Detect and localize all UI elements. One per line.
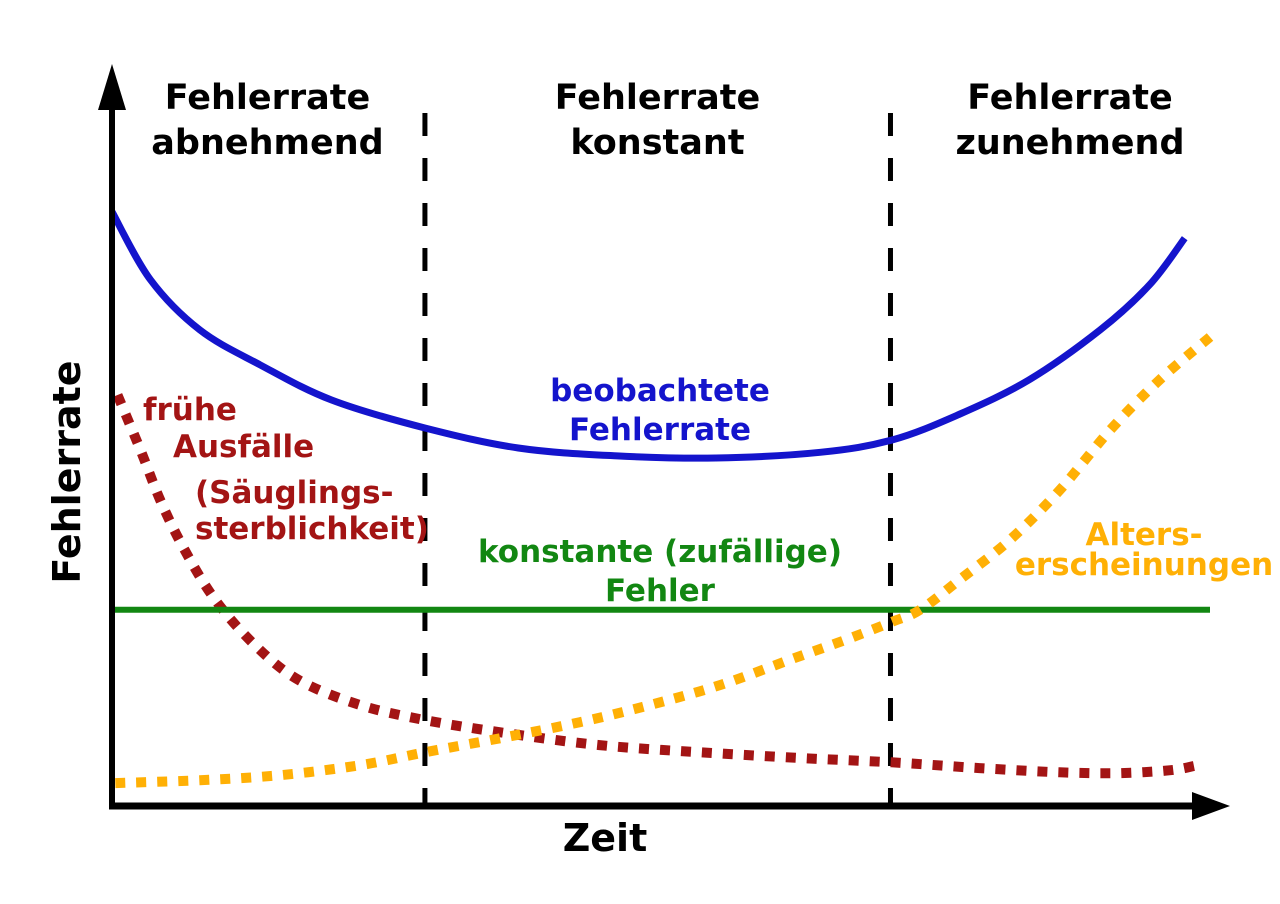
- aging-effects-label: Alters- erscheinungen: [1014, 517, 1274, 583]
- series-path-2: [112, 393, 1196, 779]
- label-line: Ausfälle: [173, 429, 315, 465]
- phase-header-line: Fehlerrate: [164, 78, 371, 118]
- label-line: sterblichkeit): [195, 511, 429, 547]
- x-axis-arrowhead-icon: [1192, 792, 1230, 820]
- phase-header-line: zunehmend: [955, 123, 1185, 163]
- label-line: frühe: [143, 392, 237, 428]
- label-line: Fehler: [605, 573, 715, 609]
- label-line: beobachtete: [550, 373, 770, 409]
- constant-random-failures-label: konstante (zufällige) Fehler: [460, 533, 860, 611]
- phase-header-line: Fehlerrate: [967, 78, 1173, 118]
- series-path-4: [115, 333, 1214, 789]
- phase-header-line: konstant: [570, 123, 745, 163]
- y-axis-label: Fehlerrate: [45, 360, 89, 584]
- label-line: erscheinungen: [1014, 547, 1274, 583]
- observed-failure-rate-label: beobachtete Fehlerrate: [510, 372, 810, 450]
- series-path-1: [108, 209, 1188, 462]
- infant-mortality-label: (Säuglings- sterblichkeit): [195, 475, 429, 547]
- label-line: (Säuglings-: [195, 475, 394, 511]
- phase-header-line: Fehlerrate: [554, 78, 761, 118]
- label-line: Alters-: [1085, 517, 1203, 553]
- axes: [98, 64, 1230, 820]
- x-axis-label: Zeit: [562, 816, 648, 860]
- phase-header-decreasing: Fehlerrate abnehmend: [115, 76, 420, 166]
- label-line: konstante (zufällige): [478, 534, 842, 570]
- phase-header-line: abnehmend: [151, 123, 384, 163]
- curve-series: [108, 209, 1214, 789]
- phase-header-increasing: Fehlerrate zunehmend: [890, 76, 1250, 166]
- y-axis-arrowhead-icon: [98, 64, 126, 110]
- label-line: Fehlerrate: [568, 412, 751, 448]
- phase-header-constant: Fehlerrate konstant: [425, 76, 890, 166]
- early-failures-label: frühe Ausfälle: [143, 392, 314, 466]
